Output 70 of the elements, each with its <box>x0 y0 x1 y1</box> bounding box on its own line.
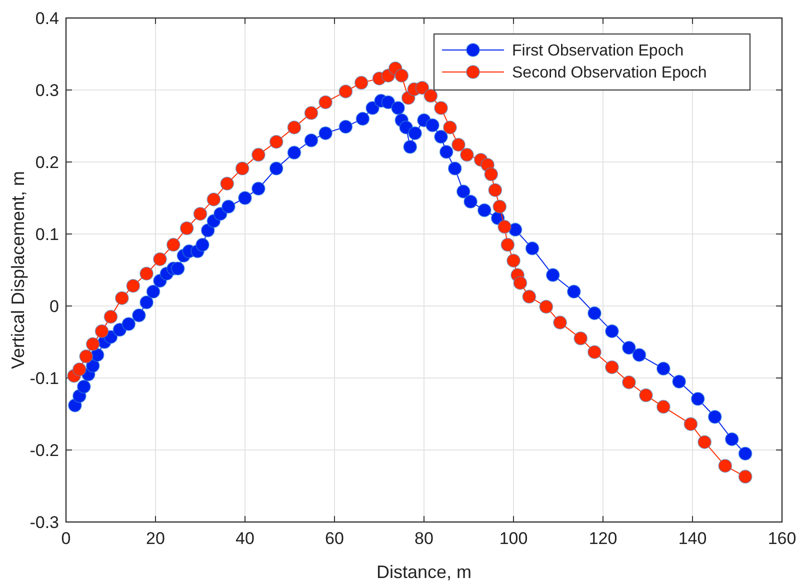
x-tick-label: 140 <box>678 529 707 548</box>
point <box>220 176 234 191</box>
x-tick-label: 120 <box>588 529 618 548</box>
point <box>698 435 712 450</box>
point <box>553 316 568 330</box>
point <box>498 220 512 234</box>
point <box>287 120 302 134</box>
x-tick-label: 160 <box>768 529 796 548</box>
point <box>86 337 100 352</box>
point <box>522 290 536 304</box>
point <box>94 324 109 338</box>
point <box>442 120 457 134</box>
point <box>251 148 266 162</box>
y-tick-label: 0.4 <box>35 8 59 28</box>
y-tick-label: 0.3 <box>35 80 59 100</box>
point <box>684 417 698 432</box>
y-tick-label: 0.2 <box>35 152 59 172</box>
point <box>180 221 194 236</box>
point <box>152 252 167 266</box>
point <box>656 400 670 414</box>
x-tick-label: 40 <box>236 529 254 548</box>
y-tick-label: -0.2 <box>30 440 59 460</box>
point <box>451 138 466 152</box>
point <box>193 206 208 221</box>
legend-label: Second Observation Epoch <box>512 64 707 82</box>
y-axis-title: Vertical Displacement, m <box>8 170 28 370</box>
point <box>513 276 528 290</box>
y-tick-label: 0 <box>50 296 59 316</box>
point <box>394 68 409 83</box>
legend-label: First Observation Epoch <box>512 42 684 60</box>
point <box>539 300 554 314</box>
point <box>488 183 502 198</box>
point <box>126 278 140 293</box>
point <box>338 84 353 98</box>
point <box>104 310 118 324</box>
point <box>72 362 86 376</box>
x-tick-label: 80 <box>414 529 434 548</box>
point <box>718 458 732 473</box>
x-tick-label: 60 <box>325 529 344 548</box>
point <box>484 167 498 182</box>
point <box>492 200 507 214</box>
point <box>235 161 250 176</box>
point <box>424 88 438 103</box>
y-tick-label: -0.3 <box>30 512 59 532</box>
point <box>738 470 752 484</box>
point <box>574 331 588 346</box>
y-tick-label: 0.1 <box>35 224 59 244</box>
point <box>354 76 368 90</box>
point <box>604 360 619 374</box>
point <box>638 388 653 402</box>
point <box>434 101 448 115</box>
y-tick-label: -0.1 <box>30 368 59 388</box>
point <box>206 192 221 206</box>
point <box>318 95 333 110</box>
point <box>304 106 318 120</box>
point <box>460 148 474 162</box>
point <box>166 238 180 252</box>
x-tick-label: 0 <box>61 529 71 548</box>
point <box>79 349 94 364</box>
point <box>140 266 154 281</box>
point <box>587 345 602 360</box>
point <box>506 254 520 268</box>
point <box>269 134 284 149</box>
point <box>500 238 515 252</box>
x-axis-title: Distance, m <box>376 562 472 582</box>
point <box>114 291 129 306</box>
point <box>622 375 636 390</box>
x-tick-label: 20 <box>146 529 165 548</box>
point <box>415 80 430 95</box>
x-tick-label: 100 <box>499 529 528 548</box>
